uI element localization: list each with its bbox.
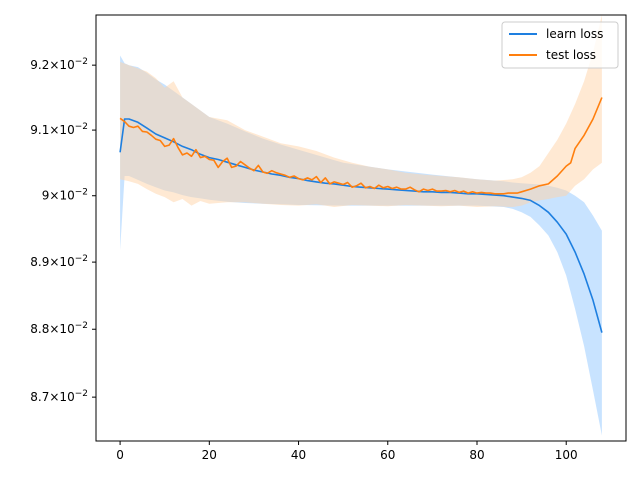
y-tick-label: 9.2×10−2	[30, 57, 88, 72]
x-axis: 0 20 40 60 80 100	[116, 441, 578, 462]
line-test-loss	[119, 97, 603, 195]
line-learn-loss	[119, 118, 603, 333]
y-tick-label: 8.7×10−2	[30, 389, 88, 404]
y-tick-label: 8.8×10−2	[30, 321, 88, 336]
band-test-loss	[120, 15, 602, 207]
y-tick-label: 8.9×10−2	[30, 254, 88, 269]
legend-label-learn-loss: learn loss	[546, 27, 603, 41]
x-tick-label: 40	[291, 448, 306, 462]
y-axis: 8.7×10−2 8.8×10−2 8.9×10−2 9×10−2 9.1×10−2 9.…	[30, 57, 96, 404]
x-tick-label: 0	[116, 448, 124, 462]
confidence-bands	[120, 15, 602, 436]
plot-frame	[95, 14, 627, 442]
y-tick-label: 9×10−2	[42, 188, 88, 203]
x-tick-label: 60	[380, 448, 395, 462]
series-lines	[119, 97, 603, 333]
y-tick-label: 9.1×10−2	[30, 122, 88, 137]
legend-label-test-loss: test loss	[546, 48, 596, 62]
legend: learn loss test loss	[501, 21, 619, 69]
x-tick-label: 80	[469, 448, 484, 462]
x-tick-label: 20	[202, 448, 217, 462]
x-tick-label: 100	[555, 448, 578, 462]
